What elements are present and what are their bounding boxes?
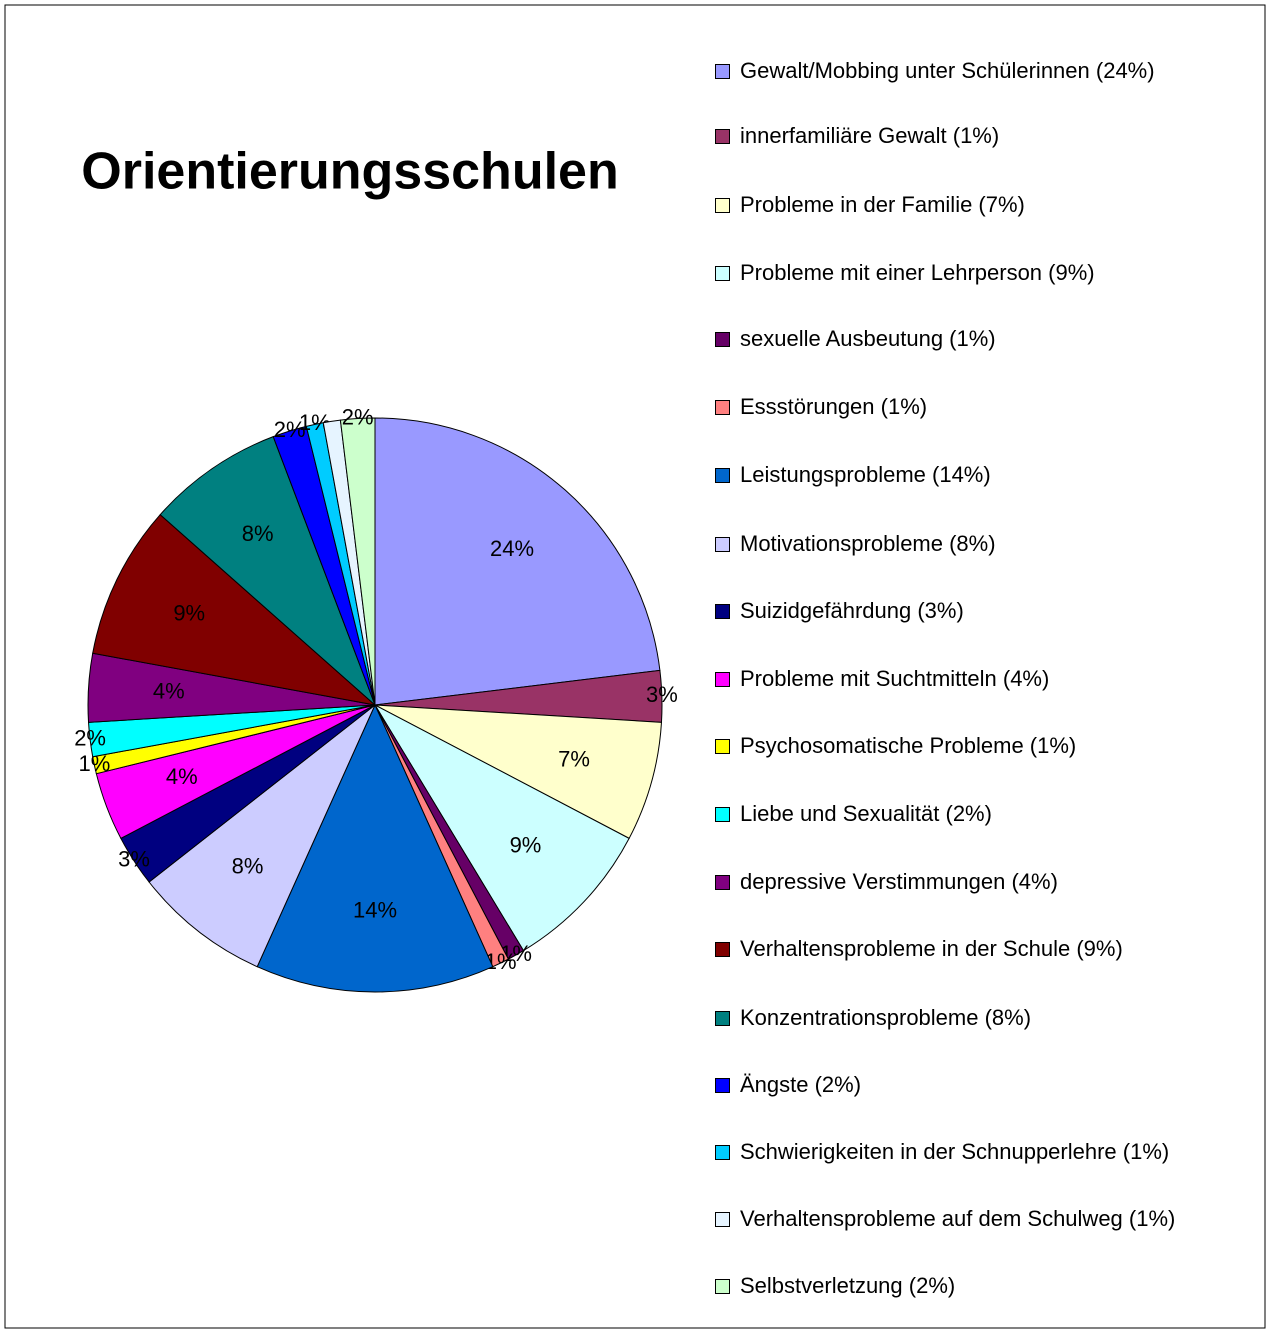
legend-swatch [715,468,730,483]
legend-item: Gewalt/Mobbing unter Schülerinnen (24%) [715,56,1185,86]
legend-item: Motivationsprobleme (8%) [715,529,1185,559]
legend-swatch [715,1011,730,1026]
pie-slice [159,436,376,706]
legend-label: Konzentrationsprobleme (8%) [740,1005,1032,1030]
data-label: 2% [274,417,306,442]
legend-item: Probleme in der Familie (7%) [715,190,1185,220]
legend-swatch [715,1078,730,1093]
legend-label: depressive Verstimmungen (4%) [740,869,1058,894]
data-label: 24% [490,536,534,561]
legend-swatch [715,672,730,687]
pie-slice [148,704,376,968]
legend-label: Verhaltensprobleme auf dem Schulweg (1%) [740,1206,1176,1231]
legend-swatch [715,807,730,822]
legend-label: Gewalt/Mobbing unter Schülerinnen (24%) [740,58,1155,83]
legend-label: Liebe und Sexualität (2%) [740,801,992,826]
legend-swatch [715,64,730,79]
pie-slice [92,513,377,706]
data-label: 2% [74,725,106,750]
legend-item: innerfamiliäre Gewalt (1%) [715,121,1185,151]
data-label: 3% [646,682,678,707]
data-label: 9% [173,600,205,625]
pie-slice [256,703,494,993]
data-label: 8% [242,521,274,546]
legend-item: Konzentrationsprobleme (8%) [715,1003,1185,1033]
legend-item: Verhaltensprobleme in der Schule (9%) [715,934,1185,964]
legend-item: Probleme mit Suchtmitteln (4%) [715,664,1185,694]
legend-swatch [715,537,730,552]
pie-slice [339,417,376,706]
pie-slice [374,417,661,706]
data-label: 7% [558,746,590,771]
legend-label: Verhaltensprobleme in der Schule (9%) [740,936,1123,961]
legend-label: Ängste (2%) [740,1072,862,1097]
pie-slice [373,703,630,952]
chart-title: Orientierungsschulen [81,143,618,201]
legend-item: Verhaltensprobleme auf dem Schulweg (1%) [715,1204,1185,1234]
legend-item: Selbstverletzung (2%) [715,1271,1185,1301]
legend-label: Leistungsprobleme (14%) [740,462,991,487]
legend-swatch [715,739,730,754]
legend-swatch [715,332,730,347]
data-label: 14% [353,897,397,922]
legend-item: Schwierigkeiten in der Schnupperlehre (1… [715,1137,1185,1167]
legend-label: sexuelle Ausbeutung (1%) [740,326,996,351]
data-label: 8% [232,853,264,878]
data-label: 4% [153,678,185,703]
legend-label: Essstörungen (1%) [740,394,928,419]
data-label: 4% [166,764,198,789]
legend-label: Probleme in der Familie (7%) [740,192,1025,217]
legend-swatch [715,198,730,213]
legend-item: Ängste (2%) [715,1070,1185,1100]
legend-label: innerfamiliäre Gewalt (1%) [740,123,1000,148]
legend-swatch [715,1279,730,1294]
legend-item: Probleme mit einer Lehrperson (9%) [715,258,1185,288]
legend-item: Liebe und Sexualität (2%) [715,799,1185,829]
data-label: 9% [510,832,542,857]
legend-label: Motivationsprobleme (8%) [740,531,996,556]
legend-item: sexuelle Ausbeutung (1%) [715,324,1185,354]
legend-swatch [715,875,730,890]
data-label: 3% [118,847,150,872]
legend-swatch [715,604,730,619]
pie-slice [374,704,663,840]
legend-swatch [715,129,730,144]
legend-label: Probleme mit einer Lehrperson (9%) [740,260,1095,285]
legend-swatch [715,1212,730,1227]
legend-label: Probleme mit Suchtmitteln (4%) [740,666,1050,691]
legend-label: Suizidgefährdung (3%) [740,598,964,623]
legend-item: Psychosomatische Probleme (1%) [715,731,1185,761]
legend-swatch [715,942,730,957]
legend-item: Suizidgefährdung (3%) [715,596,1185,626]
legend-item: Leistungsprobleme (14%) [715,460,1185,490]
data-label: 2% [342,404,374,429]
legend-label: Schwierigkeiten in der Schnupperlehre (1… [740,1139,1170,1164]
legend-item: Essstörungen (1%) [715,392,1185,422]
legend-item: depressive Verstimmungen (4%) [715,867,1185,897]
legend-swatch [715,400,730,415]
legend-label: Selbstverletzung (2%) [740,1273,956,1298]
legend-label: Psychosomatische Probleme (1%) [740,733,1077,758]
legend-swatch [715,1145,730,1160]
legend-swatch [715,266,730,281]
